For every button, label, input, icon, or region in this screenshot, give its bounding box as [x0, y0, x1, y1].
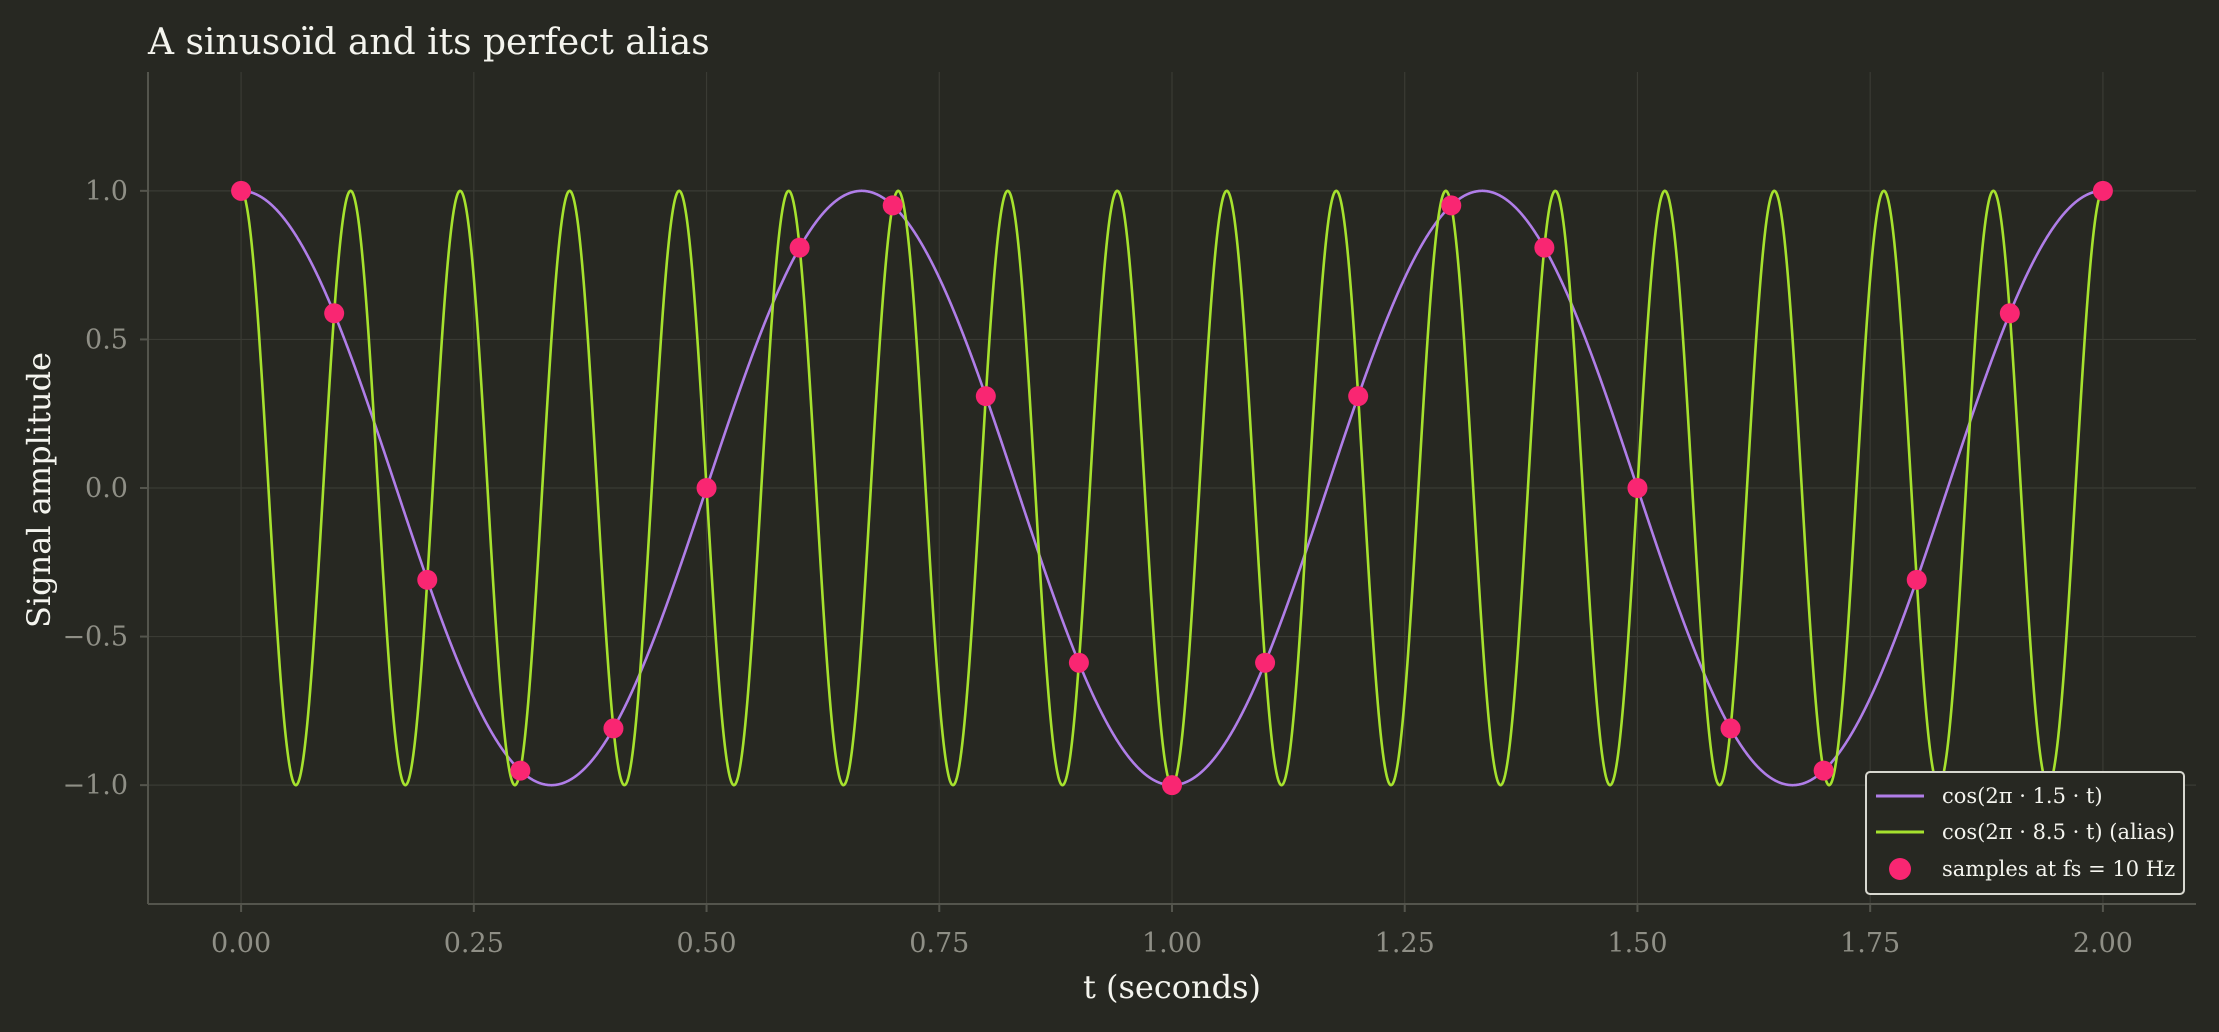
x-tick-label: 1.75 — [1840, 928, 1900, 959]
legend: cos(2π · 1.5 · t) cos(2π · 8.5 · t) (alia… — [1865, 771, 2185, 895]
y-tick-label: −1.0 — [62, 770, 128, 801]
sample-point — [696, 478, 717, 498]
legend-label: samples at fs = 10 Hz — [1942, 857, 2175, 881]
sample-point — [1255, 652, 1276, 673]
x-tick-label: 1.25 — [1375, 928, 1435, 959]
sample-point — [1906, 569, 1927, 590]
x-axis-label: t (seconds) — [1083, 968, 1261, 1006]
sample-point — [1441, 195, 1462, 216]
sample-point — [2092, 180, 2113, 201]
series-layer — [231, 180, 2113, 796]
y-tick-label: 0.0 — [85, 473, 128, 504]
legend-label: cos(2π · 8.5 · t) (alias) — [1942, 820, 2175, 844]
sample-point — [1534, 237, 1555, 258]
y-axis-label: Signal amplitude — [20, 352, 58, 628]
sample-point — [789, 237, 810, 258]
sample-point — [1068, 652, 1089, 673]
legend-swatch-marker — [1889, 858, 1911, 880]
sample-point — [510, 760, 531, 781]
x-tick-label: 0.25 — [444, 928, 504, 959]
sample-point — [975, 386, 996, 407]
sample-point — [882, 195, 903, 216]
sample-point — [231, 180, 252, 201]
sample-point — [603, 718, 624, 739]
sample-point — [417, 569, 438, 590]
x-tick-label: 1.00 — [1142, 928, 1202, 959]
sample-point — [1813, 760, 1834, 781]
x-tick-label: 0.75 — [909, 928, 969, 959]
chart-title: A sinusoïd and its perfect alias — [147, 22, 710, 63]
x-tick-label: 1.50 — [1607, 928, 1667, 959]
y-tick-label: −0.5 — [62, 622, 128, 653]
x-tick-label: 2.00 — [2073, 928, 2133, 959]
tick-labels: 0.00 0.25 0.50 0.75 1.00 1.25 1.50 1.75 2.00 −1.0… — [62, 176, 2133, 959]
axes — [140, 72, 2196, 912]
y-tick-label: 0.5 — [85, 324, 128, 355]
x-tick-label: 0.50 — [676, 928, 736, 959]
sample-point — [1348, 386, 1369, 407]
sample-point — [1627, 478, 1648, 498]
sample-point — [324, 303, 345, 324]
x-tick-label: 0.00 — [211, 928, 271, 959]
legend-label: cos(2π · 1.5 · t) — [1942, 784, 2103, 808]
y-tick-label: 1.0 — [85, 176, 128, 207]
sample-point — [1162, 775, 1182, 796]
sample-point — [1720, 718, 1741, 739]
legend-box — [1865, 771, 2185, 895]
sample-point — [1999, 303, 2020, 324]
